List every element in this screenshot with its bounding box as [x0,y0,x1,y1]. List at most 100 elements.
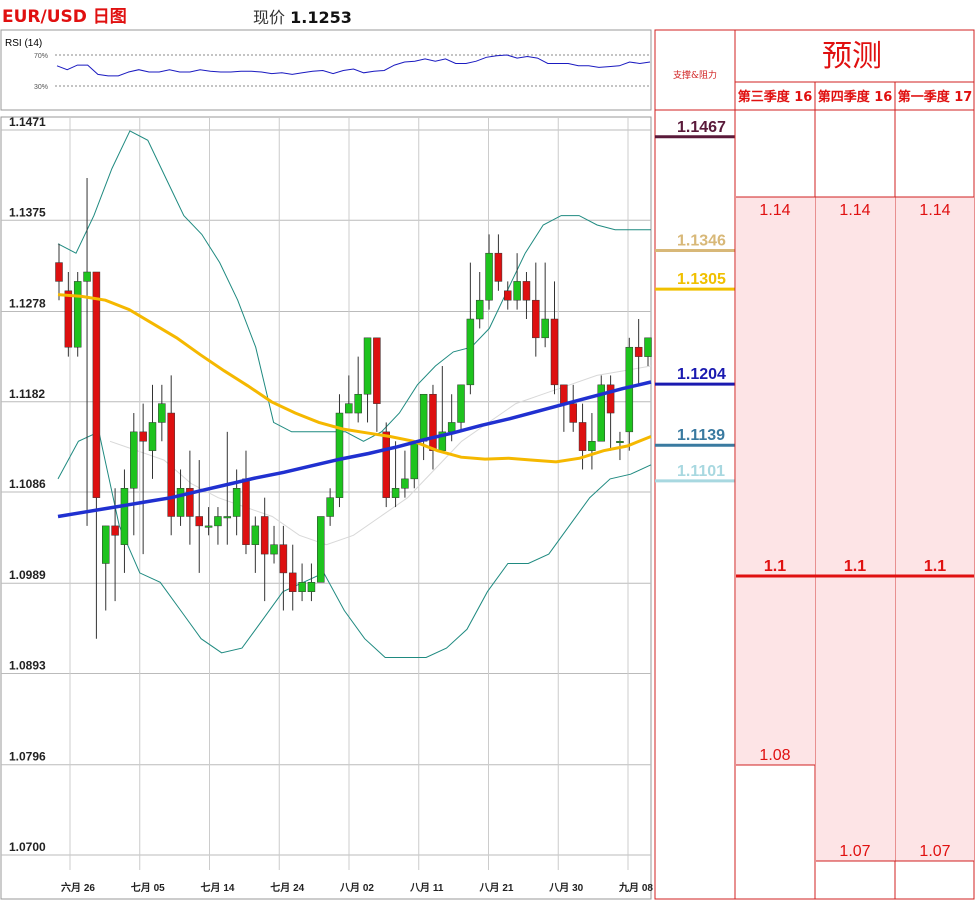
candle [186,488,194,517]
candle [55,262,63,282]
chart-title: EUR/USD 日图 [2,7,127,27]
candle [522,281,531,301]
rsi-label: RSI (14) [5,38,42,49]
forecast-low-q3: 1.08 [759,747,790,764]
candle [513,281,521,301]
candle [279,544,288,574]
candle [354,393,362,414]
candle [606,384,615,414]
moving-average-yellow [57,293,652,464]
candle [457,384,465,423]
forecast-high-q4: 1.14 [839,202,870,219]
candle [120,488,129,545]
candle [158,403,166,423]
y-tick-label: 1.1086 [9,477,46,491]
rsi-upper-label: 70% [34,53,48,60]
candle [176,488,185,517]
candle [204,525,213,528]
candle [195,516,203,527]
candle [410,441,419,480]
sr-levels: 1.1467 1.1346 1.1305 1.1204 1.1139 1.1101 [655,119,735,483]
bollinger-lower [57,431,652,658]
candle [597,384,606,442]
forecast-mid-q3: 1.1 [764,558,786,575]
y-axis-labels: 1.1471 1.1375 1.1278 1.1182 1.1086 1.0989 1.08… [9,115,46,854]
x-tick-label: 八月 02 [339,882,374,894]
candle [242,478,250,545]
moving-average-blue [57,380,652,519]
y-tick-label: 1.1182 [9,387,45,401]
sr-label: 1.1305 [677,271,726,288]
candle [429,393,437,451]
candle [588,441,596,451]
candle [345,403,353,414]
candle [73,281,82,348]
sr-label: 1.1346 [677,233,726,250]
x-tick-label: 八月 30 [548,882,583,894]
grid [1,117,651,870]
candle [401,478,409,489]
x-tick-label: 七月 24 [270,881,304,894]
y-tick-label: 1.0700 [9,840,46,854]
candle [214,516,222,527]
candle [569,403,577,423]
sr-label: 1.1101 [677,463,725,480]
candle [494,252,503,282]
forecast-range-lower-q1 [896,577,974,861]
candle [298,582,306,592]
candle [550,318,559,386]
candle [560,384,568,404]
forecast-low-q1: 1.07 [919,843,950,860]
forecast-mid-q4: 1.1 [844,558,866,575]
y-tick-label: 1.0989 [9,568,46,582]
y-tick-label: 1.0796 [9,750,46,764]
y-tick-label: 1.1471 [9,115,46,129]
candles [55,177,652,639]
x-tick-label: 七月 05 [131,881,165,894]
candle [223,516,232,519]
candle [64,290,73,348]
rsi-panel [0,29,652,111]
forecast-range-lower-q4 [816,577,895,861]
candle [466,318,475,386]
candle [83,271,91,282]
candle [288,572,297,592]
y-tick-label: 1.0893 [9,659,46,673]
candle [625,346,634,433]
sr-label: 1.1467 [677,119,726,136]
candle [232,488,241,517]
candle [335,412,344,498]
candle [326,497,334,517]
forecast-col-q1-17: 第一季度 17 [898,89,973,105]
candle [270,544,278,555]
candle [616,441,624,444]
x-tick-label: 七月 14 [201,881,235,894]
candle [475,299,484,320]
forecast-range-lower-q3 [736,577,815,765]
candle [101,525,110,564]
sr-label: 1.1204 [677,366,726,383]
forecast-high-q3: 1.14 [759,202,790,219]
forecast-table: 预测 第三季度 16 第四季度 16 第一季度 17 1.14 1.14 1.1… [734,29,975,900]
candle [260,516,269,555]
sr-label: 1.1139 [677,427,725,444]
candle [541,318,549,339]
forecast-mid-q1: 1.1 [924,558,946,575]
candle [504,290,512,301]
rsi-lower-label: 30% [34,84,48,91]
support-resistance-column [654,29,736,900]
candle [382,431,390,498]
rsi-line [56,54,651,77]
candle [644,337,652,357]
forecast-range-upper-q1 [896,197,974,575]
candle [373,337,381,404]
x-tick-label: 八月 11 [409,882,444,894]
candle [447,422,456,433]
y-tick-label: 1.1278 [9,296,46,310]
candle [307,582,316,592]
sr-header: 支撑&阻力 [673,69,717,81]
current-price-value: 1.1253 [290,8,352,27]
candle [485,252,493,301]
candle [92,271,101,498]
forecast-col-q4-16: 第四季度 16 [818,89,893,105]
